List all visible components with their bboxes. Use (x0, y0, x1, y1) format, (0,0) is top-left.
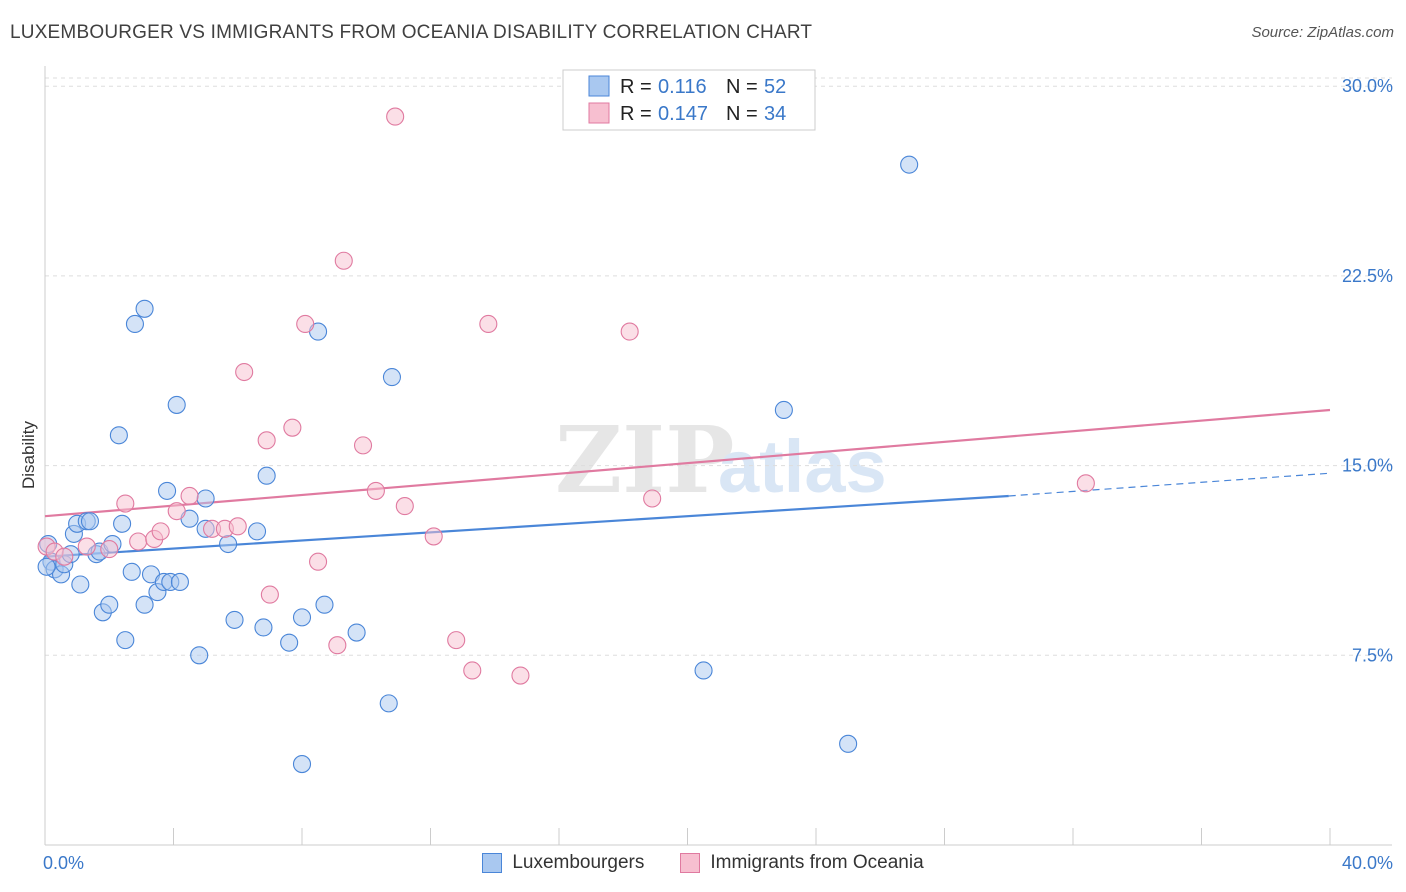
y-tick-label: 30.0% (1342, 76, 1393, 96)
legend-swatch-luxembourgers (588, 75, 610, 97)
legend-n-value-luxembourgers: 52 (764, 76, 786, 98)
data-point-oceania (180, 486, 199, 506)
data-point-luxembourgers (382, 368, 402, 387)
legend-r-label: R = (620, 76, 652, 98)
data-point-oceania (283, 418, 302, 437)
y-axis-title: Disability (19, 420, 38, 489)
data-point-luxembourgers (292, 608, 312, 627)
stats-legend: R = 0.116 N = 52 R = 0.147 N = 34 (562, 69, 816, 131)
legend-label-luxembourgers: Luxembourgers (512, 852, 645, 873)
data-point-luxembourgers (190, 646, 209, 665)
data-point-oceania (620, 322, 639, 341)
data-point-luxembourgers (257, 466, 276, 485)
data-point-oceania (479, 314, 498, 334)
data-point-luxembourgers (254, 618, 273, 637)
data-point-luxembourgers (900, 155, 919, 174)
data-point-luxembourgers (170, 572, 189, 592)
data-point-oceania (643, 489, 662, 508)
legend-item-luxembourgers[interactable]: Luxembourgers (482, 852, 644, 874)
data-point-oceania (151, 522, 170, 541)
data-point-oceania (228, 517, 247, 536)
legend-swatch-luxembourgers (482, 853, 503, 873)
data-point-oceania (328, 636, 347, 655)
data-point-luxembourgers (80, 512, 100, 531)
data-point-oceania (116, 494, 135, 513)
data-point-luxembourgers (839, 734, 858, 753)
data-point-luxembourgers (774, 400, 793, 420)
data-point-oceania (353, 436, 373, 455)
data-point-oceania (1076, 474, 1095, 493)
trend-extension-0 (1008, 472, 1331, 497)
watermark-atlas: atlas (718, 425, 887, 508)
legend-swatch-oceania (588, 102, 610, 124)
data-point-oceania (55, 547, 74, 566)
data-point-oceania (257, 431, 276, 450)
data-point-luxembourgers (135, 595, 154, 614)
data-point-oceania (447, 631, 466, 650)
data-point-oceania (309, 552, 328, 571)
legend-n-label: N = (726, 103, 758, 125)
legend-n-value-oceania: 34 (764, 103, 786, 125)
x-tick-label: 0.0% (43, 853, 84, 873)
data-point-oceania (235, 362, 254, 382)
data-point-oceania (386, 107, 405, 126)
source-credit: Source: ZipAtlas.com (1251, 24, 1394, 41)
data-point-luxembourgers (247, 522, 267, 541)
legend-r-label: R = (620, 103, 652, 125)
data-point-luxembourgers (694, 661, 713, 680)
chart-title: LUXEMBOURGER VS IMMIGRANTS FROM OCEANIA … (10, 22, 813, 43)
data-point-oceania (167, 502, 186, 521)
data-point-luxembourgers (347, 623, 366, 642)
y-tick-label: 7.5% (1352, 645, 1393, 665)
data-point-luxembourgers (122, 562, 141, 581)
y-tick-label: 15.0% (1342, 456, 1393, 476)
legend-item-oceania[interactable]: Immigrants from Oceania (680, 852, 924, 874)
data-point-oceania (77, 537, 96, 556)
legend-r-value-oceania: 0.147 (658, 103, 708, 125)
data-point-luxembourgers (196, 489, 215, 508)
data-point-luxembourgers (225, 610, 244, 629)
data-point-luxembourgers (167, 395, 186, 414)
data-point-oceania (395, 497, 414, 516)
data-point-oceania (296, 314, 315, 334)
legend-n-label: N = (726, 76, 758, 98)
data-point-oceania (424, 527, 443, 546)
data-point-luxembourgers (158, 481, 177, 500)
data-point-oceania (366, 481, 385, 500)
legend-swatch-oceania (680, 853, 701, 873)
data-point-luxembourgers (315, 595, 334, 614)
data-point-oceania (100, 540, 119, 559)
series-legend: Luxembourgers Immigrants from Oceania (0, 852, 1406, 874)
data-point-luxembourgers (113, 514, 132, 533)
data-point-luxembourgers (292, 755, 312, 774)
data-point-luxembourgers (135, 299, 154, 318)
data-point-oceania (334, 251, 353, 270)
data-point-luxembourgers (71, 575, 90, 594)
data-point-oceania (129, 532, 148, 551)
data-point-oceania (511, 666, 530, 685)
data-point-oceania (463, 661, 482, 680)
y-tick-label: 22.5% (1342, 266, 1393, 286)
legend-r-value-luxembourgers: 0.116 (658, 76, 707, 98)
data-point-luxembourgers (280, 633, 299, 652)
data-point-oceania (260, 585, 279, 604)
data-point-luxembourgers (125, 314, 144, 334)
data-point-luxembourgers (379, 694, 398, 713)
data-point-luxembourgers (219, 534, 238, 554)
legend-label-oceania: Immigrants from Oceania (710, 852, 924, 873)
trend-line-1 (44, 408, 1331, 518)
data-point-luxembourgers (37, 557, 56, 576)
data-point-luxembourgers (116, 631, 135, 650)
data-point-luxembourgers (100, 595, 119, 614)
trend-line-0 (44, 494, 1009, 558)
data-point-luxembourgers (109, 426, 128, 445)
x-tick-label: 40.0% (1342, 853, 1393, 873)
